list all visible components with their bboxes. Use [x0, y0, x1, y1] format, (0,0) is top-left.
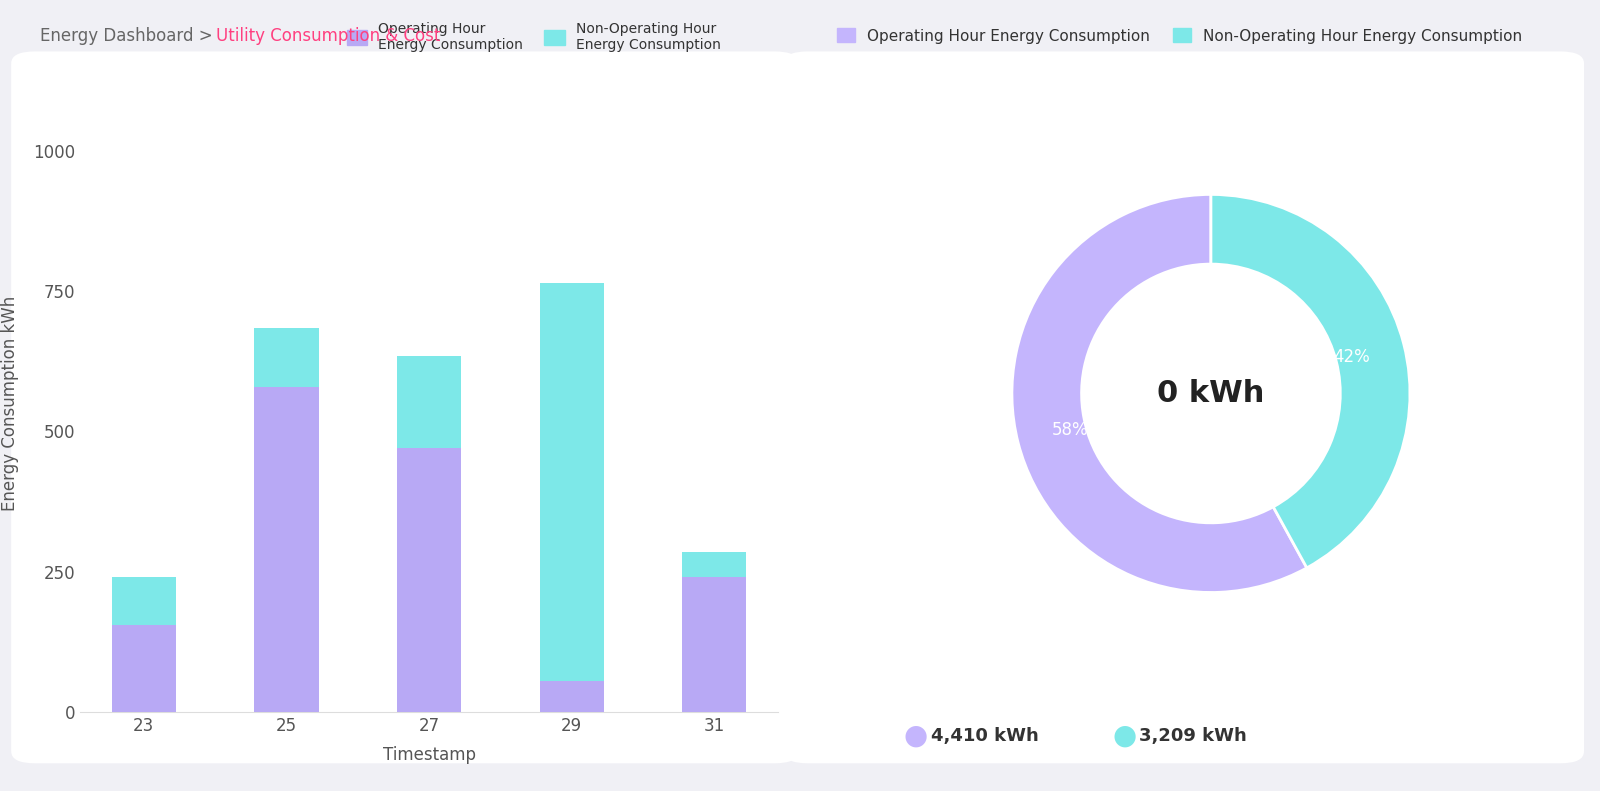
Text: ●: ●	[904, 721, 928, 750]
Bar	[254, 387, 318, 712]
Bar	[539, 283, 603, 681]
Bar	[682, 552, 746, 577]
Text: 4,410 kWh: 4,410 kWh	[931, 727, 1038, 744]
Bar	[539, 681, 603, 712]
Legend: Operating Hour Energy Consumption, Non-Operating Hour Energy Consumption: Operating Hour Energy Consumption, Non-O…	[830, 22, 1528, 50]
Bar	[112, 625, 176, 712]
Text: 0 kWh: 0 kWh	[1157, 379, 1264, 408]
X-axis label: Timestamp: Timestamp	[382, 746, 475, 764]
Y-axis label: Energy Consumption kWh: Energy Consumption kWh	[2, 296, 19, 511]
Bar	[112, 577, 176, 625]
Bar	[682, 577, 746, 712]
Bar	[397, 448, 461, 712]
Text: 3,209 kWh: 3,209 kWh	[1139, 727, 1246, 744]
Text: 42%: 42%	[1333, 348, 1370, 366]
Text: Utility Consumption & Cost: Utility Consumption & Cost	[216, 27, 440, 44]
Legend: Operating Hour
Energy Consumption, Non-Operating Hour
Energy Consumption: Operating Hour Energy Consumption, Non-O…	[347, 21, 722, 52]
Bar	[397, 356, 461, 448]
Wedge shape	[1011, 195, 1307, 592]
Text: Energy Dashboard >: Energy Dashboard >	[40, 27, 218, 44]
Text: 58%: 58%	[1051, 421, 1088, 438]
Text: ●: ●	[1112, 721, 1136, 750]
Wedge shape	[1211, 195, 1410, 568]
Bar	[254, 327, 318, 387]
